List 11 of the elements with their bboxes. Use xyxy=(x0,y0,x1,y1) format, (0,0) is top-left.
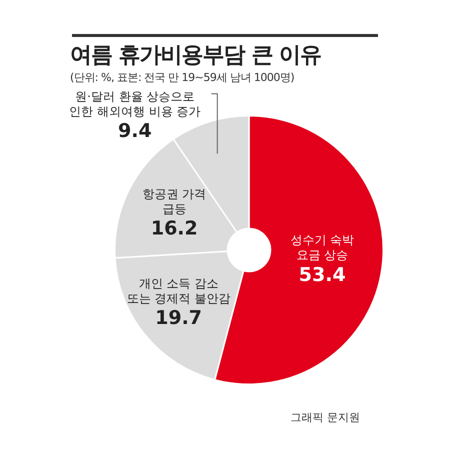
text: 그래픽 문지원 xyxy=(290,410,360,425)
data-label: 53.4 xyxy=(298,264,346,286)
slice-label: 성수기 숙박 요금 상승 xyxy=(290,233,354,262)
chart-subtitle: (단위: %, 표본: 전국 만 19~59세 남녀 1000명) xyxy=(70,70,294,85)
slice-label: 항공권 가격 급등 xyxy=(142,186,206,216)
data-label: 19.7 xyxy=(155,307,202,330)
slice-label: 원·달러 환율 상승으로 인한 해외여행 비용 증가 xyxy=(69,89,201,118)
data-label: 16.2 xyxy=(150,218,198,240)
chart-title: 여름 휴가비용부담 큰 이유 xyxy=(70,42,321,70)
slice-label: 개인 소득 감소 또는 경제적 불안감 xyxy=(126,276,230,306)
data-label: 9.4 xyxy=(118,120,152,142)
